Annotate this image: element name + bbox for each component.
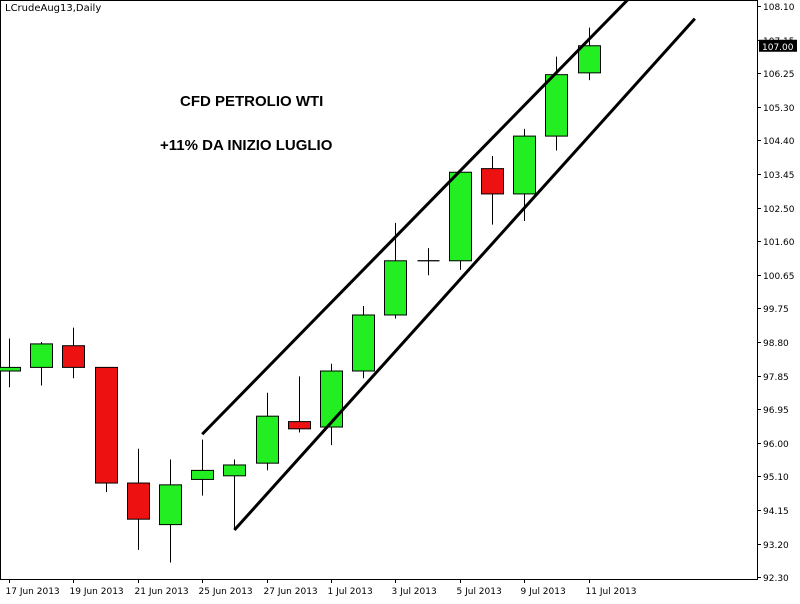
- y-tick-label: 103.45: [763, 171, 795, 181]
- y-tick-label: 101.60: [763, 238, 795, 248]
- plot-frame: [0, 0, 758, 580]
- channel-upper-line: [201, 0, 630, 436]
- x-tick-label: 3 Jul 2013: [392, 587, 437, 597]
- y-tick-label: 92.30: [763, 574, 789, 584]
- candle-body-bear: [288, 421, 311, 430]
- y-tick-label: 106.25: [763, 70, 795, 80]
- x-tick-label: 21 Jun 2013: [135, 587, 189, 597]
- y-tick-label: 108.10: [763, 3, 795, 13]
- candle-body-bear: [127, 482, 150, 520]
- x-tick-label: 9 Jul 2013: [521, 587, 566, 597]
- x-tick-label: 11 Jul 2013: [586, 587, 637, 597]
- candle-body-bull: [449, 171, 472, 262]
- price-tag-box: [759, 39, 797, 52]
- y-tick-label: 96.00: [763, 440, 789, 450]
- candle-body-bull: [320, 370, 343, 428]
- candle-body-bull: [256, 415, 279, 464]
- annotation-title: CFD PETROLIO WTI: [180, 93, 324, 110]
- annotation-subtitle: +11% DA INIZIO LUGLIO: [160, 137, 333, 154]
- y-tick-label: 94.15: [763, 507, 789, 517]
- x-tick-label: 5 Jul 2013: [457, 587, 502, 597]
- x-tick-label: 19 Jun 2013: [70, 587, 124, 597]
- y-tick-label: 93.20: [763, 541, 789, 551]
- candle-body-bull: [159, 484, 182, 526]
- y-tick-label: 99.75: [763, 305, 789, 315]
- y-tick-label: 96.95: [763, 406, 789, 416]
- candle-body-bull: [191, 469, 214, 480]
- y-tick-label: 104.40: [763, 137, 795, 147]
- candle-body-bull: [352, 314, 375, 372]
- y-tick-label: 102.50: [763, 205, 795, 215]
- candle-body-bull: [30, 343, 53, 368]
- candle-body-bear: [62, 345, 85, 368]
- y-tick-label: 100.65: [763, 272, 795, 282]
- candle-body-bear: [481, 168, 504, 195]
- candle-body-bull: [223, 464, 246, 477]
- candle-body-bull: [384, 260, 407, 316]
- symbol-label: LCrudeAug13,Daily: [5, 3, 102, 14]
- candle-body-bull: [578, 45, 601, 74]
- price-tag-label: 107.00: [762, 43, 794, 53]
- y-tick-label: 97.85: [763, 373, 789, 383]
- y-tick-label: 105.30: [763, 104, 795, 114]
- candle-body-bear: [95, 366, 118, 484]
- x-tick-label: 17 Jun 2013: [6, 587, 60, 597]
- candle-body-bull: [0, 366, 21, 372]
- channel-lower-line: [233, 17, 696, 532]
- x-tick-label: 25 Jun 2013: [199, 587, 253, 597]
- y-tick-label: 95.10: [763, 473, 789, 483]
- y-tick-label: 98.80: [763, 339, 789, 349]
- candle-body-bull: [513, 135, 536, 195]
- x-tick-label: 1 Jul 2013: [328, 587, 373, 597]
- candle-body-bull: [545, 74, 568, 137]
- x-tick-label: 27 Jun 2013: [264, 587, 318, 597]
